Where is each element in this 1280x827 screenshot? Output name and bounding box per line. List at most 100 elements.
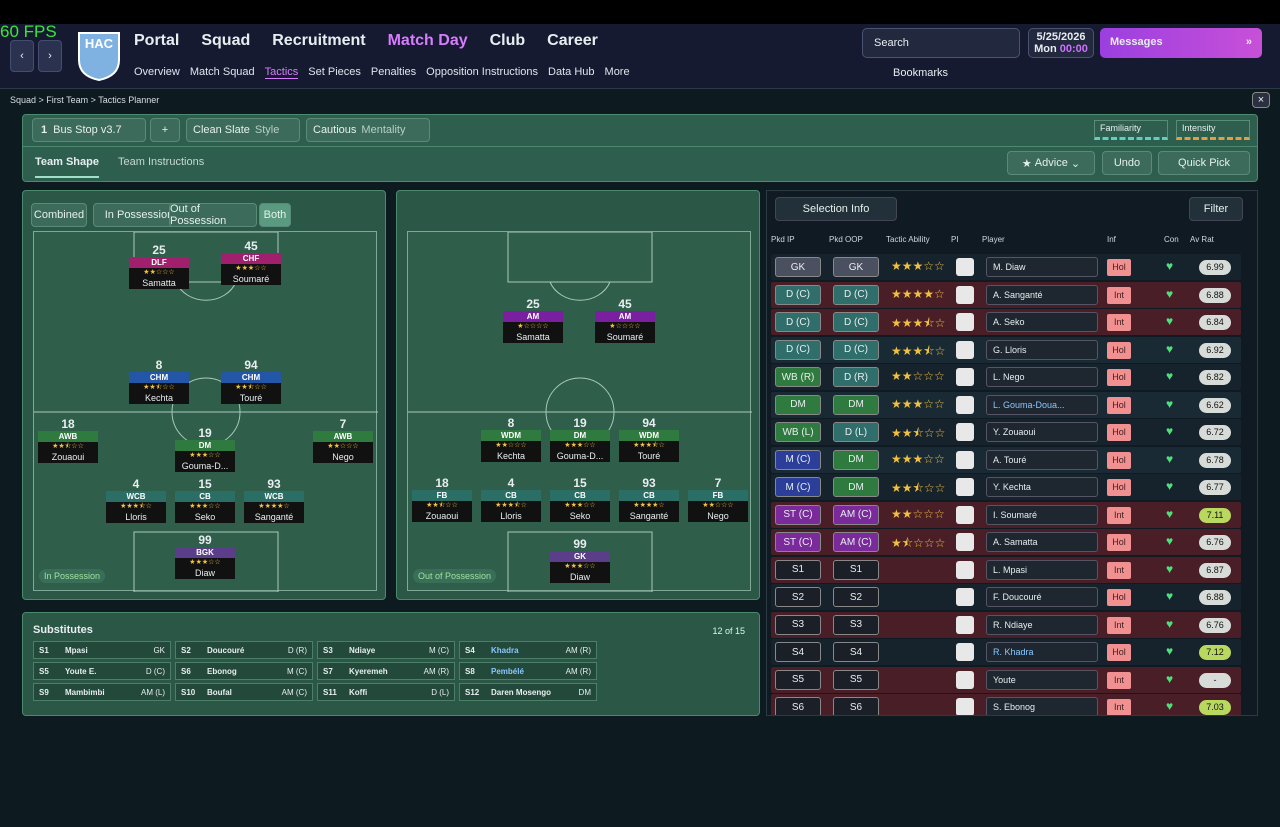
player-card[interactable]: 15 CB ★★★☆☆ Seko (175, 477, 235, 523)
tab-team-instructions[interactable]: Team Instructions (118, 156, 205, 168)
add-tactic[interactable]: + (150, 118, 180, 142)
pi-button[interactable] (956, 423, 974, 441)
undo-button[interactable]: Undo (1102, 151, 1152, 175)
substitute-row[interactable]: S5 Youte E. D (C) (33, 662, 171, 680)
breadcrumb-item[interactable]: First Team (46, 95, 89, 105)
pi-button[interactable] (956, 340, 974, 359)
player-card[interactable]: 18 FB ★★⯪☆☆ Zouaoui (412, 476, 472, 522)
submenu-item[interactable]: More (604, 66, 630, 78)
menu-item[interactable]: Recruitment (272, 32, 366, 49)
player-row[interactable]: D (C) D (C) ★★★★☆ A. Sanganté Int ♥ 6.88 (771, 281, 1241, 308)
player-row[interactable]: S4 S4 R. Khadra Hol ♥ 7.12 (771, 639, 1241, 665)
player-select[interactable]: M. Diaw (986, 257, 1098, 277)
substitute-row[interactable]: S6 Ebonog M (C) (175, 662, 313, 680)
player-card[interactable]: 93 WCB ★★★★☆ Sanganté (244, 477, 304, 523)
submenu-item[interactable]: Match Squad (189, 66, 255, 78)
player-card[interactable]: 8 WDM ★★☆☆☆ Kechta (481, 416, 541, 462)
submenu-item[interactable]: Data Hub (548, 66, 595, 78)
search-button[interactable]: Search (874, 37, 909, 49)
bookmarks[interactable]: Bookmarks (893, 67, 949, 79)
player-card[interactable]: 25 AM ★☆☆☆☆ Samatta (503, 297, 563, 343)
player-card[interactable]: 25 DLF ★★☆☆☆ Samatta (129, 243, 189, 289)
player-row[interactable]: S6 S6 S. Ebonog Int ♥ 7.03 (771, 694, 1241, 715)
substitute-row[interactable]: S8 Pembélé AM (R) (459, 662, 597, 680)
mode-button[interactable]: Combined (31, 203, 87, 227)
player-row[interactable]: S5 S5 Youte Int ♥ - (771, 666, 1241, 693)
menu-item[interactable]: Match Day (387, 32, 468, 49)
player-card[interactable]: 7 FB ★★☆☆☆ Nego (688, 476, 748, 522)
pi-button[interactable] (956, 615, 974, 634)
player-card[interactable]: 7 AWB ★★☆☆☆ Nego (313, 417, 373, 463)
player-select[interactable]: Youte (986, 669, 1098, 690)
pi-button[interactable] (956, 368, 974, 386)
player-select[interactable]: R. Khadra (986, 642, 1098, 662)
substitute-row[interactable]: S7 Kyeremeh AM (R) (317, 662, 455, 680)
tactic-select[interactable]: 1 Bus Stop v3.7 (32, 118, 146, 142)
pi-button[interactable] (956, 698, 974, 715)
player-card[interactable]: 19 DM ★★★☆☆ Gouma-D... (550, 416, 610, 462)
player-card[interactable]: 45 CHF ★★★☆☆ Soumaré (221, 239, 281, 285)
menu-item[interactable]: Squad (201, 32, 251, 49)
breadcrumb-item[interactable]: Squad (10, 95, 37, 105)
pi-button[interactable] (956, 285, 974, 304)
substitute-row[interactable]: S1 Mpasi GK (33, 641, 171, 659)
mode-button[interactable]: Both (259, 203, 291, 227)
advice-button[interactable]: ★ Advice ⌄ (1007, 151, 1095, 175)
style-select[interactable]: Clean Slate Style (186, 118, 300, 142)
pi-button[interactable] (956, 643, 974, 661)
pi-button[interactable] (956, 533, 974, 551)
player-select[interactable]: Y. Kechta (986, 477, 1098, 497)
substitute-row[interactable]: S10 Boufal AM (C) (175, 683, 313, 701)
back-button[interactable]: ‹ (10, 40, 34, 72)
pi-button[interactable] (956, 505, 974, 524)
player-select[interactable]: L. Gouma-Doua... (986, 394, 1098, 415)
pi-button[interactable] (956, 560, 974, 579)
player-card[interactable]: 99 BGK ★★★☆☆ Diaw (175, 533, 235, 579)
player-select[interactable]: L. Mpasi (986, 559, 1098, 580)
substitute-row[interactable]: S4 Khadra AM (R) (459, 641, 597, 659)
substitute-row[interactable]: S12 Daren Mosengo DM (459, 683, 597, 701)
player-row[interactable]: M (C) DM ★★★☆☆ A. Touré Hol ♥ 6.78 (771, 446, 1241, 473)
player-card[interactable]: 94 WDM ★★★⯪☆ Touré (619, 416, 679, 462)
player-row[interactable]: S1 S1 L. Mpasi Int ♥ 6.87 (771, 556, 1241, 583)
substitute-row[interactable]: S9 Mambimbi AM (L) (33, 683, 171, 701)
player-card[interactable]: 4 CB ★★★⯪☆ Lloris (481, 476, 541, 522)
submenu-item[interactable]: Penalties (370, 66, 417, 78)
pi-button[interactable] (956, 670, 974, 689)
menu-item[interactable]: Club (489, 32, 526, 49)
player-select[interactable]: A. Samatta (986, 532, 1098, 552)
mode-button[interactable]: Out of Possession (169, 203, 257, 227)
player-row[interactable]: WB (R) D (R) ★★☆☆☆ L. Nego Hol ♥ 6.82 (771, 364, 1241, 390)
player-select[interactable]: F. Doucouré (986, 587, 1098, 607)
pi-button[interactable] (956, 258, 974, 276)
player-select[interactable]: A. Sanganté (986, 284, 1098, 305)
player-row[interactable]: DM DM ★★★☆☆ L. Gouma-Doua... Hol ♥ 6.62 (771, 391, 1241, 418)
player-card[interactable]: 8 CHM ★★⯪☆☆ Kechta (129, 358, 189, 404)
substitute-row[interactable]: S11 Koffi D (L) (317, 683, 455, 701)
pi-button[interactable] (956, 478, 974, 496)
player-card[interactable]: 93 CB ★★★★☆ Sanganté (619, 476, 679, 522)
player-row[interactable]: S3 S3 R. Ndiaye Int ♥ 6.76 (771, 611, 1241, 638)
mentality-select[interactable]: Cautious Mentality (306, 118, 430, 142)
tab-team-shape[interactable]: Team Shape (35, 156, 99, 178)
player-select[interactable]: G. Lloris (986, 339, 1098, 360)
player-row[interactable]: GK GK ★★★☆☆ M. Diaw Hol ♥ 6.99 (771, 254, 1241, 280)
submenu-item[interactable]: Set Pieces (308, 66, 361, 78)
pi-button[interactable] (956, 450, 974, 469)
player-row[interactable]: M (C) DM ★★⯪☆☆ Y. Kechta Hol ♥ 6.77 (771, 474, 1241, 500)
messages-button[interactable]: Messages» (1100, 28, 1262, 58)
player-row[interactable]: D (C) D (C) ★★★⯪☆ G. Lloris Hol ♥ 6.92 (771, 336, 1241, 363)
player-card[interactable]: 45 AM ★☆☆☆☆ Soumaré (595, 297, 655, 343)
player-card[interactable]: 15 CB ★★★☆☆ Seko (550, 476, 610, 522)
player-card[interactable]: 94 CHM ★★⯪☆☆ Touré (221, 358, 281, 404)
player-select[interactable]: S. Ebonog (986, 697, 1098, 715)
player-select[interactable]: I. Soumaré (986, 504, 1098, 525)
pi-button[interactable] (956, 395, 974, 414)
player-select[interactable]: A. Touré (986, 449, 1098, 470)
forward-button[interactable]: › (38, 40, 62, 72)
date-box[interactable]: 5/25/2026 Mon 00:00 (1028, 28, 1094, 58)
player-row[interactable]: WB (L) D (L) ★★⯪☆☆ Y. Zouaoui Hol ♥ 6.72 (771, 419, 1241, 445)
player-select[interactable]: L. Nego (986, 367, 1098, 387)
menu-item[interactable]: Portal (134, 32, 180, 49)
player-card[interactable]: 4 WCB ★★★⯪☆ Lloris (106, 477, 166, 523)
